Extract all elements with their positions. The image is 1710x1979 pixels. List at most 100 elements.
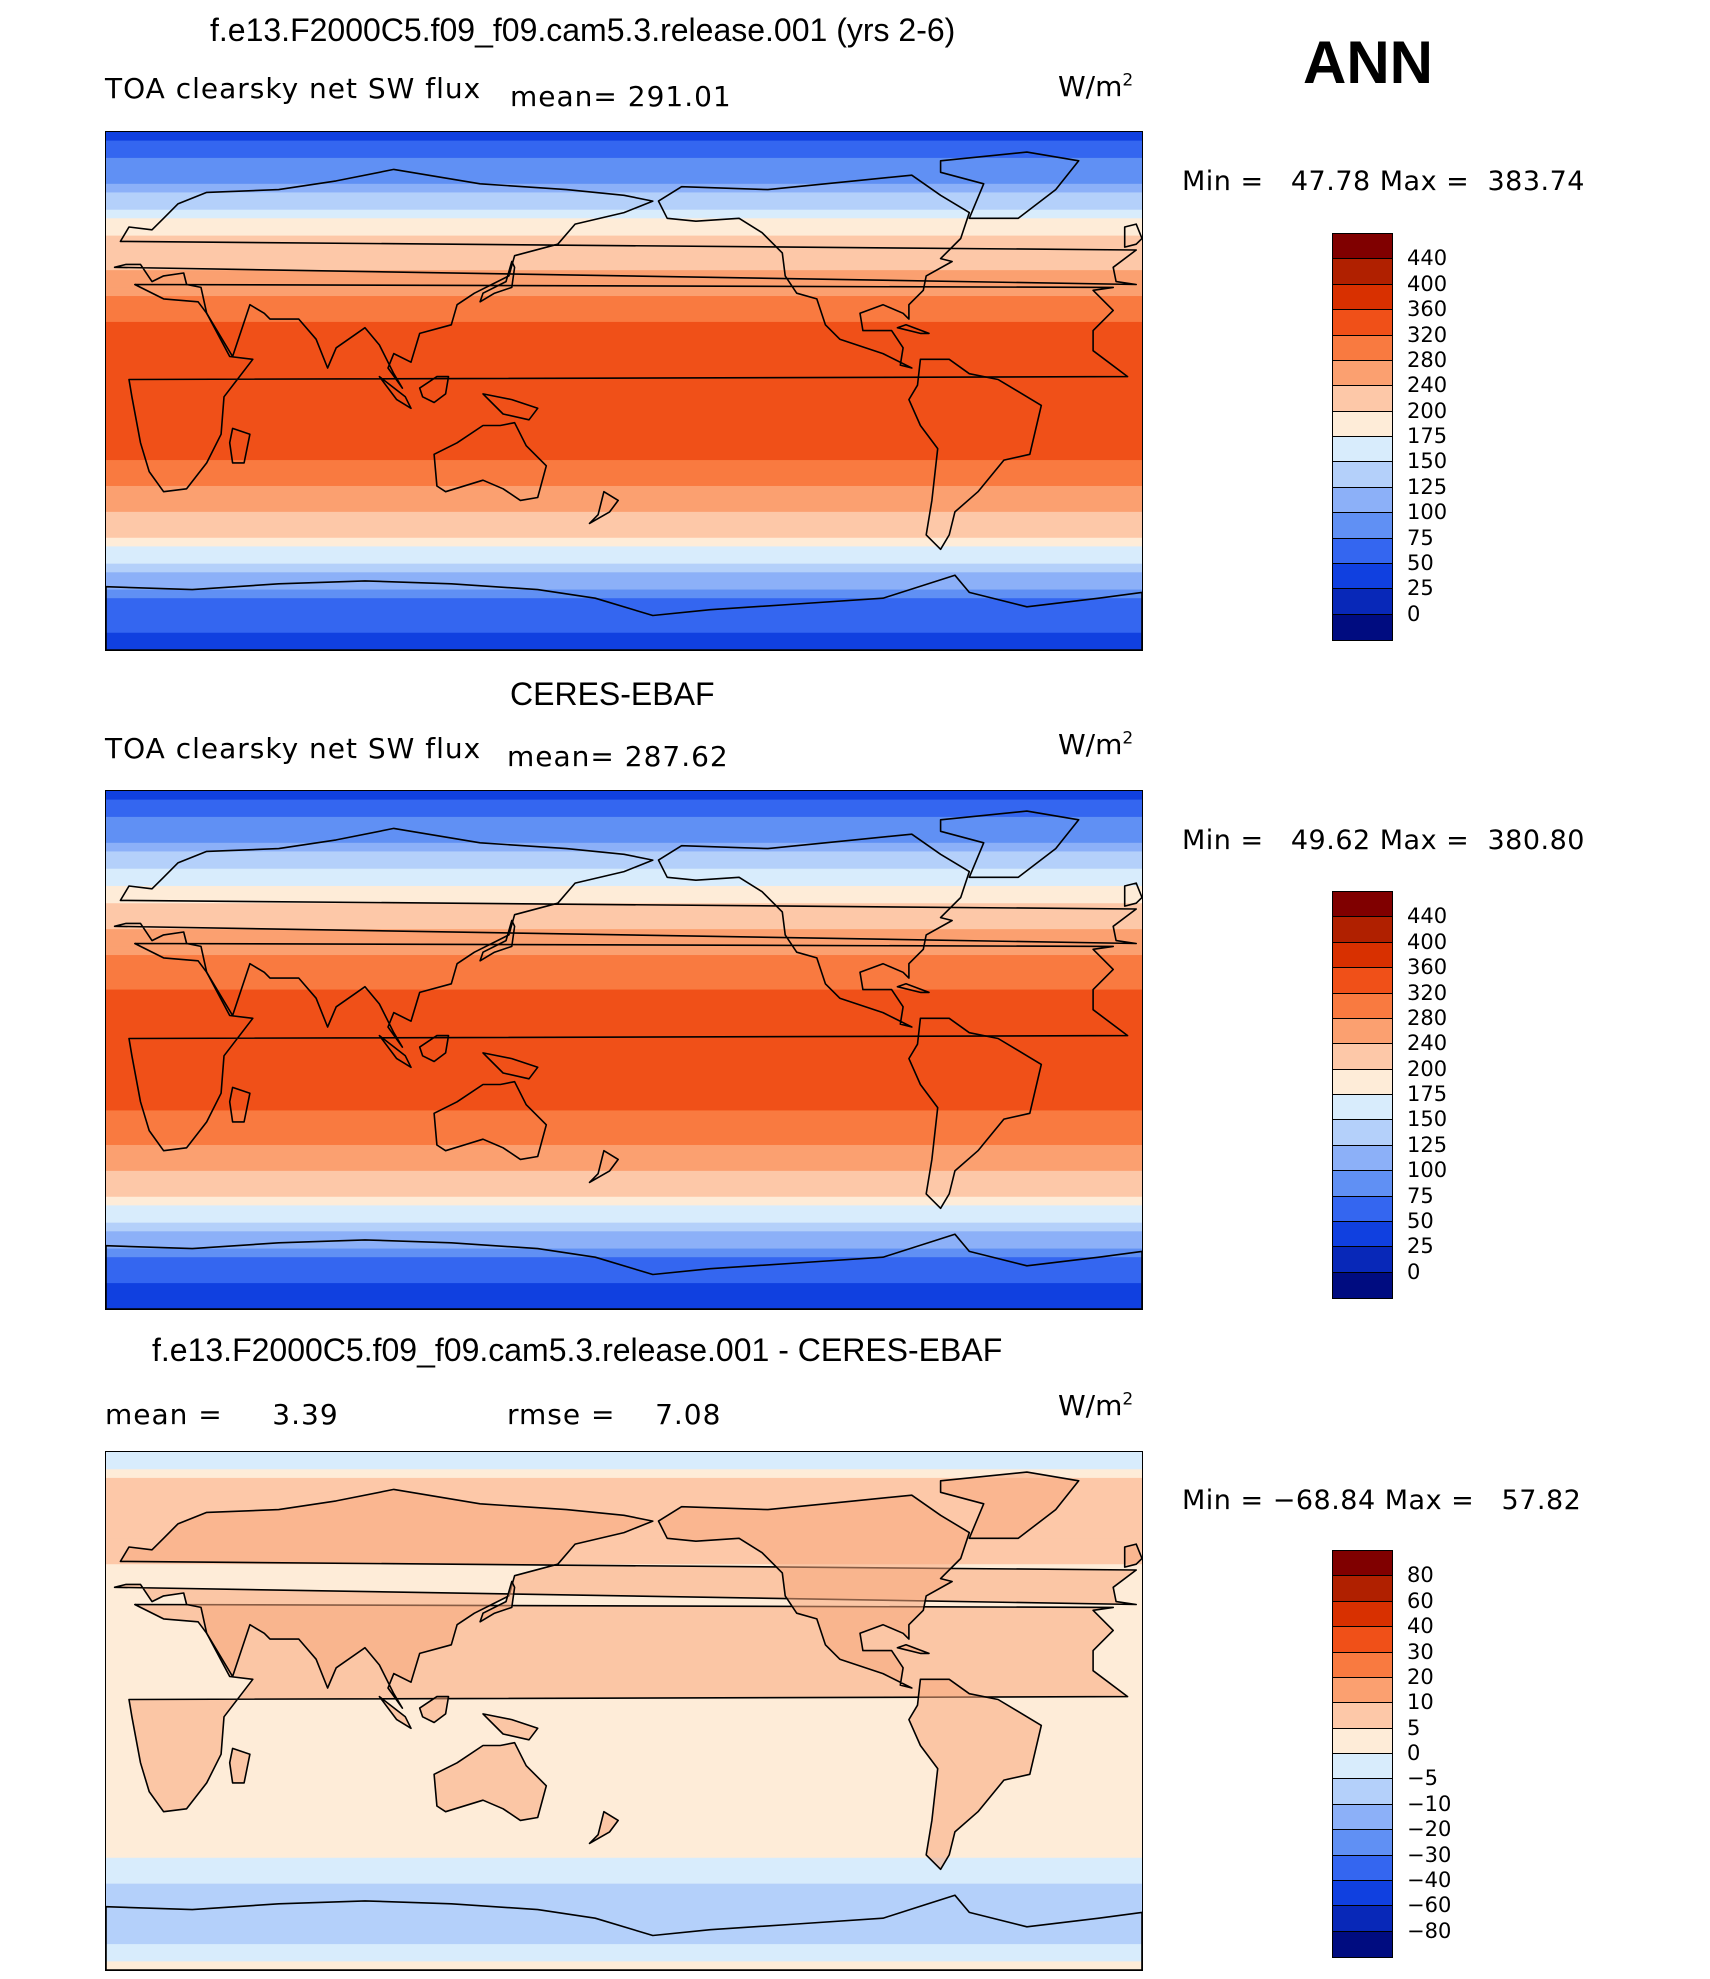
map-band bbox=[106, 477, 1142, 487]
colorbar-tick-label: 360 bbox=[1407, 297, 1448, 322]
colorbar-tick-label: 240 bbox=[1407, 373, 1448, 398]
map-band bbox=[106, 1214, 1142, 1224]
coastline-japan bbox=[479, 919, 516, 962]
map-band bbox=[106, 201, 1142, 211]
map-band bbox=[106, 1754, 1142, 1764]
colorbar-swatch bbox=[1333, 892, 1392, 918]
map-band bbox=[106, 520, 1142, 530]
colorbar-swatch bbox=[1333, 942, 1392, 969]
colorbar-swatch bbox=[1333, 1247, 1392, 1273]
colorbar-swatch bbox=[1333, 411, 1392, 437]
colorbar-swatch bbox=[1333, 1728, 1392, 1754]
panel3-rmse-value: 7.08 bbox=[655, 1398, 722, 1431]
coastline-uk bbox=[1123, 223, 1142, 248]
map-band bbox=[106, 382, 1142, 392]
map-band bbox=[106, 1944, 1142, 1954]
map-band bbox=[106, 1110, 1142, 1120]
map-band bbox=[106, 132, 1142, 142]
panel2-title: CERES-EBAF bbox=[510, 676, 715, 712]
coastline-madagascar bbox=[228, 1747, 251, 1784]
colorbar-tick-label: 125 bbox=[1407, 474, 1448, 499]
colorbar-swatch bbox=[1333, 563, 1392, 590]
colorbar-tick-label: 320 bbox=[1407, 322, 1448, 347]
map-band bbox=[106, 313, 1142, 323]
map-band bbox=[106, 589, 1142, 599]
map-band bbox=[106, 425, 1142, 435]
colorbar-tick-label: 5 bbox=[1407, 1715, 1421, 1740]
map-band bbox=[106, 641, 1142, 650]
map-band bbox=[106, 270, 1142, 280]
panel3-units: W/m2 bbox=[1058, 1389, 1134, 1422]
map-band bbox=[106, 1067, 1142, 1077]
map-band bbox=[106, 546, 1142, 556]
map-band bbox=[106, 1702, 1142, 1712]
map-band bbox=[106, 1101, 1142, 1112]
coastline-borneo bbox=[418, 1695, 450, 1724]
panel1-minmax: Min = 47.78 Max = 383.74 bbox=[1182, 166, 1585, 197]
map-band bbox=[106, 972, 1142, 982]
map-band bbox=[106, 1745, 1142, 1755]
map-band bbox=[106, 1840, 1142, 1850]
map-band bbox=[106, 166, 1142, 176]
map-band bbox=[106, 955, 1142, 965]
coastline-nz bbox=[588, 1810, 620, 1845]
colorbar-tick-label: 200 bbox=[1407, 1056, 1448, 1081]
map-band bbox=[106, 252, 1142, 263]
map-band bbox=[106, 606, 1142, 617]
map-band bbox=[106, 834, 1142, 844]
coastline-eurasia bbox=[113, 1488, 1137, 1709]
map-band bbox=[106, 989, 1142, 999]
panel2-colorbar bbox=[1332, 891, 1393, 1299]
panel2-min-value: 49.62 bbox=[1290, 825, 1371, 856]
map-band bbox=[106, 296, 1142, 306]
panel1-max-value: 383.74 bbox=[1487, 166, 1585, 197]
coastline-namerica bbox=[657, 1494, 971, 1689]
map-band bbox=[106, 1538, 1142, 1548]
colorbar-swatch bbox=[1333, 1906, 1392, 1932]
map-band bbox=[106, 537, 1142, 547]
colorbar-tick-label: 240 bbox=[1407, 1031, 1448, 1056]
map-band bbox=[106, 1015, 1142, 1025]
map-band bbox=[106, 1797, 1142, 1807]
map-band bbox=[106, 1788, 1142, 1798]
panel1-title: f.e13.F2000C5.f09_f09.cam5.3.release.001… bbox=[210, 12, 956, 48]
map-band bbox=[106, 851, 1142, 861]
map-band bbox=[106, 511, 1142, 522]
map-band bbox=[106, 1136, 1142, 1146]
map-band bbox=[106, 1162, 1142, 1172]
coastline-eurasia bbox=[113, 827, 1137, 1048]
map-band bbox=[106, 1144, 1142, 1155]
colorbar-tick-label: 20 bbox=[1407, 1664, 1434, 1689]
map-band bbox=[106, 1857, 1142, 1867]
map-band bbox=[106, 460, 1142, 470]
map-band bbox=[106, 825, 1142, 835]
coastline-australia bbox=[433, 1080, 548, 1161]
colorbar-swatch bbox=[1333, 589, 1392, 615]
map-band bbox=[106, 1196, 1142, 1206]
map-band bbox=[106, 157, 1142, 168]
map-band bbox=[106, 1093, 1142, 1103]
map-band bbox=[106, 808, 1142, 818]
panel3-rmse: rmse = 7.08 bbox=[507, 1398, 722, 1431]
coastline-sumatra bbox=[378, 375, 412, 410]
panel3-title: f.e13.F2000C5.f09_f09.cam5.3.release.001… bbox=[152, 1332, 1003, 1368]
colorbar-tick-label: 60 bbox=[1407, 1588, 1434, 1613]
colorbar-tick-label: 50 bbox=[1407, 550, 1434, 575]
coastline-australia bbox=[433, 421, 548, 502]
colorbar-tick-label: 280 bbox=[1407, 347, 1448, 372]
map-band bbox=[106, 563, 1142, 573]
colorbar-swatch bbox=[1333, 1069, 1392, 1095]
coastline-greenland bbox=[939, 1471, 1080, 1540]
colorbar-tick-label: 440 bbox=[1407, 246, 1448, 271]
colorbar-swatch bbox=[1333, 284, 1392, 311]
colorbar-swatch bbox=[1333, 1830, 1392, 1856]
colorbar-swatch bbox=[1333, 1018, 1392, 1045]
panel1-mean: mean= 291.01 bbox=[510, 80, 732, 113]
map-band bbox=[106, 391, 1142, 401]
map-band bbox=[106, 485, 1142, 496]
map-band bbox=[106, 1075, 1142, 1086]
map-band bbox=[106, 1771, 1142, 1781]
colorbar-swatch bbox=[1333, 1931, 1392, 1957]
map-band bbox=[106, 1831, 1142, 1842]
map-band bbox=[106, 183, 1142, 194]
